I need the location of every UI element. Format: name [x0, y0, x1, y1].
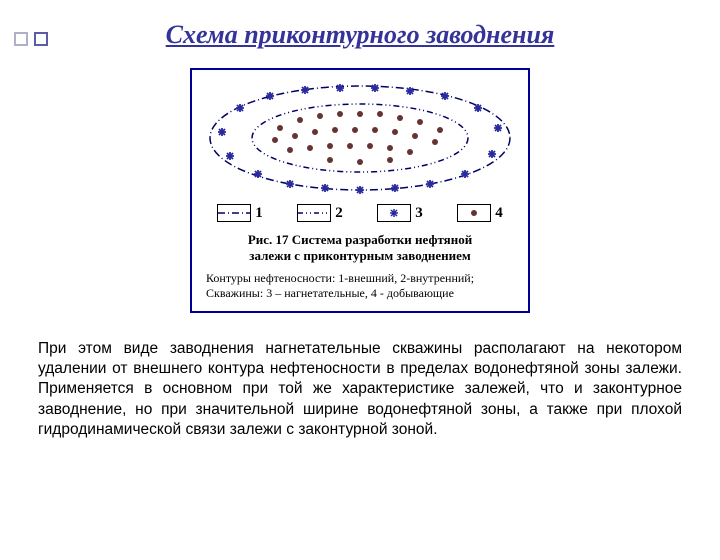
- legend-num-4: 4: [495, 205, 503, 222]
- legend-swatch-1: [217, 204, 251, 222]
- legend-swatch-4: [457, 204, 491, 222]
- legend-num-1: 1: [255, 205, 263, 222]
- legend-swatch-3: [377, 204, 411, 222]
- legend-item-4: 4: [457, 204, 503, 222]
- figure-container: 1 2 3 4 Рис. 17 Система разработки нефтя…: [190, 68, 530, 313]
- accent-box-1: [14, 32, 28, 46]
- body-paragraph: При этом виде заводнения нагнетательные …: [38, 339, 682, 441]
- figure-caption: Рис. 17 Система разработки нефтяной зале…: [200, 232, 520, 265]
- legend-row: 1 2 3 4: [200, 204, 520, 222]
- legend-item-3: 3: [377, 204, 423, 222]
- legend-item-1: 1: [217, 204, 263, 222]
- figure-caption-l2: залежи с приконтурным заводнением: [200, 248, 520, 264]
- legend-num-2: 2: [335, 205, 343, 222]
- accent-box-2: [34, 32, 48, 46]
- legend-num-3: 3: [415, 205, 423, 222]
- legend-item-2: 2: [297, 204, 343, 222]
- slide-title: Схема приконтурного заводнения: [0, 20, 720, 50]
- figure-subcaption: Контуры нефтеносности: 1-внешний, 2-внут…: [200, 271, 520, 301]
- corner-accent: [14, 32, 48, 46]
- legend-swatch-2: [297, 204, 331, 222]
- figure-caption-l1: Рис. 17 Система разработки нефтяной: [200, 232, 520, 248]
- well-diagram: [200, 78, 520, 198]
